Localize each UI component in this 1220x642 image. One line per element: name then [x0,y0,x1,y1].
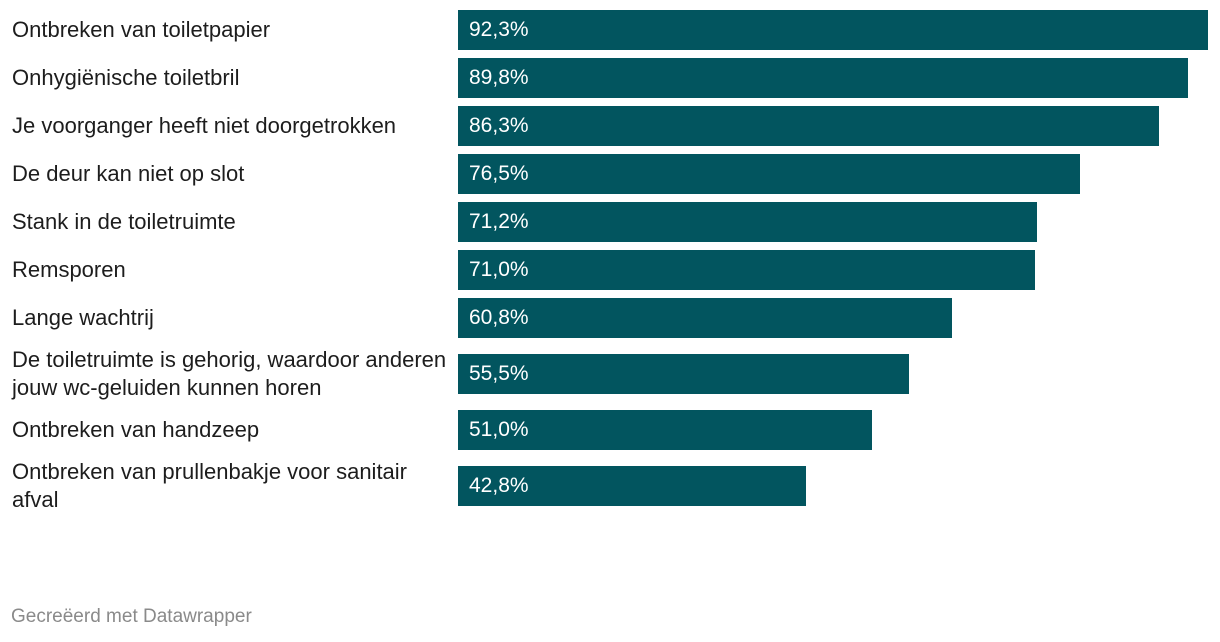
bar: 71,2% [458,202,1037,242]
bar: 42,8% [458,466,806,506]
bar: 92,3% [458,10,1208,50]
bar-row: De toiletruimte is gehorig, waardoor and… [0,346,1220,402]
bar-row: Ontbreken van toiletpapier 92,3% [0,10,1220,50]
value-label: 71,2% [469,210,529,233]
bar-row: Lange wachtrij 60,8% [0,298,1220,338]
category-label: Ontbreken van handzeep [12,417,260,442]
value-label: 42,8% [469,474,529,497]
value-label: 89,8% [469,66,529,89]
category-label: Lange wachtrij [12,305,154,330]
bar: 51,0% [458,410,873,450]
datawrapper-credit[interactable]: Gecreëerd met Datawrapper [11,606,252,627]
bar-row: Onhygiënische toiletbril 89,8% [0,58,1220,98]
bar-row: Ontbreken van prullenbakje voor sanitair… [0,458,1220,514]
bar: 55,5% [458,354,909,394]
bar-row: Remsporen 71,0% [0,250,1220,290]
category-label: De toiletruimte is gehorig, waardoor and… [12,347,447,400]
bar-row: De deur kan niet op slot 76,5% [0,154,1220,194]
category-label: Je voorganger heeft niet doorgetrokken [12,113,397,138]
bar-row: Je voorganger heeft niet doorgetrokken 86… [0,106,1220,146]
value-label: 86,3% [469,114,529,137]
value-label: 55,5% [469,362,529,385]
category-label: Remsporen [12,257,126,282]
bar: 89,8% [458,58,1188,98]
value-label: 92,3% [469,18,529,41]
bar: 71,0% [458,250,1035,290]
category-label: De deur kan niet op slot [12,161,245,186]
bar: 86,3% [458,106,1160,146]
category-label: Onhygiënische toiletbril [12,65,240,90]
bar-chart: Ontbreken van toiletpapier 92,3% Onhygiëni… [0,10,1220,514]
value-label: 71,0% [469,258,529,281]
category-label: Stank in de toiletruimte [12,209,236,234]
bar-row: Stank in de toiletruimte 71,2% [0,202,1220,242]
category-label: Ontbreken van prullenbakje voor sanitair… [12,459,408,512]
value-label: 60,8% [469,306,529,329]
value-label: 76,5% [469,162,529,185]
category-label: Ontbreken van toiletpapier [12,17,271,42]
bar: 60,8% [458,298,953,338]
bar: 76,5% [458,154,1080,194]
bar-row: Ontbreken van handzeep 51,0% [0,410,1220,450]
value-label: 51,0% [469,418,529,441]
